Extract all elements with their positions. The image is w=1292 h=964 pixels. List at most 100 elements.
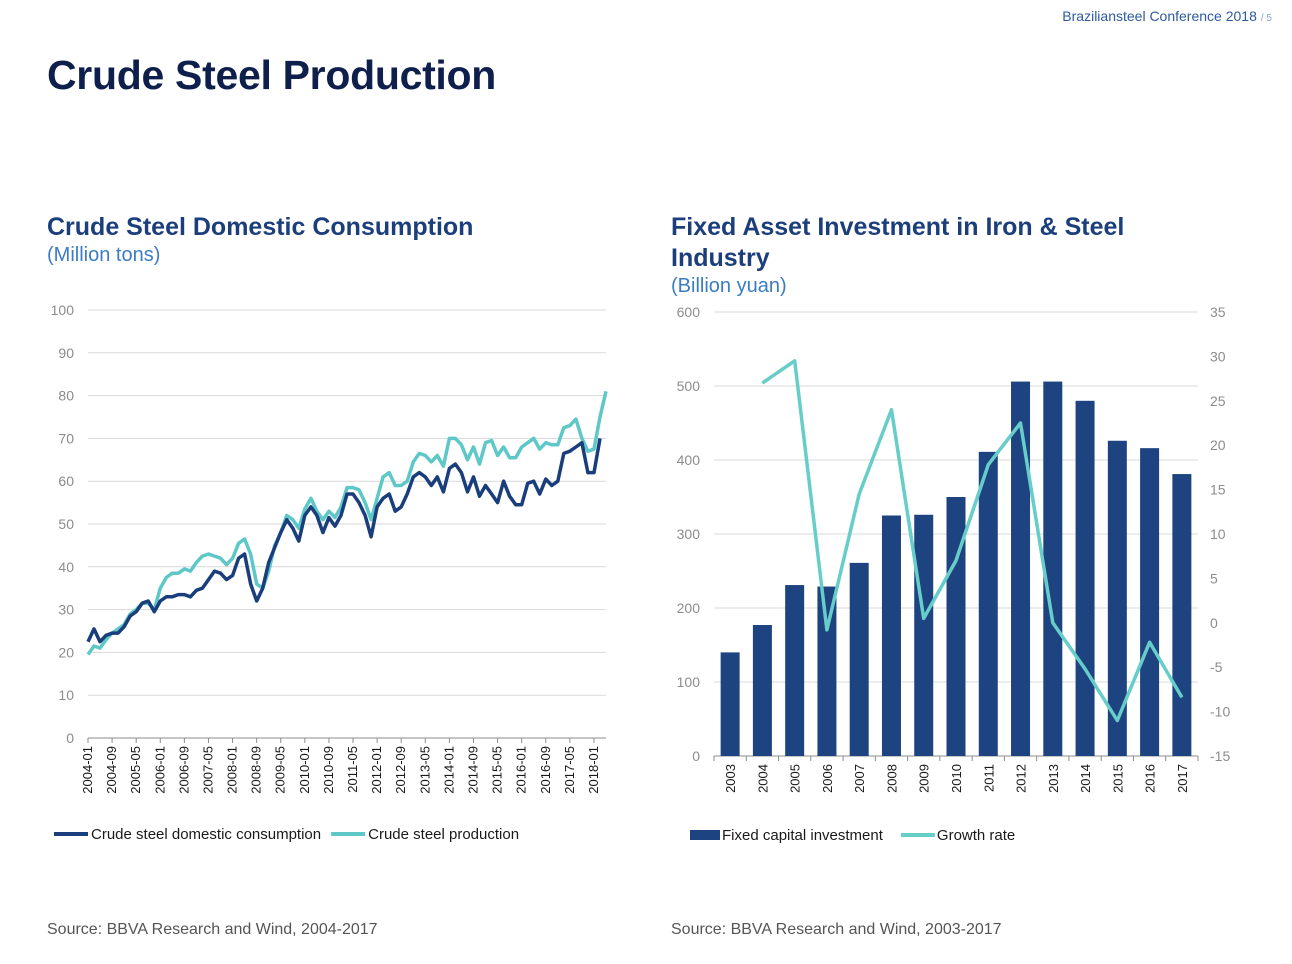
x-tick-label: 2012 [1014,764,1029,793]
x-tick-label: 2009 [917,764,932,793]
y-tick-label: 0 [692,748,700,764]
y-tick-label: 200 [677,600,701,616]
x-tick-label: 2006-09 [176,746,191,794]
investment-bar [914,514,934,756]
legend-swatch [690,830,720,840]
x-tick-label: 2007-05 [200,746,215,794]
x-tick-label: 2017 [1175,764,1190,793]
x-tick-label: 2016 [1143,764,1158,793]
x-tick-label: 2004 [755,764,770,793]
right-chart-subtitle: (Billion yuan) [671,275,787,297]
right-chart-source: Source: BBVA Research and Wind, 2003-201… [671,921,1002,938]
investment-bar [978,451,998,756]
y2-tick-label: 15 [1210,482,1226,498]
x-tick-label: 2018-01 [586,746,601,794]
x-tick-label: 2010-09 [321,746,336,794]
y2-tick-label: 5 [1210,570,1218,586]
x-tick-label: 2016-09 [538,746,553,794]
investment-bar [849,562,869,756]
investment-bar [1140,448,1160,756]
y-tick-label: 30 [58,602,74,618]
investment-bar [1011,381,1031,756]
y-tick-label: 400 [677,452,701,468]
y-tick-label: 500 [677,378,701,394]
x-tick-label: 2003 [723,764,738,793]
investment-bar [1043,381,1063,756]
x-tick-label: 2014-09 [465,746,480,794]
crude-steel-domestic-consumption-line [86,438,602,644]
y2-tick-label: 20 [1210,437,1226,453]
y-tick-label: 80 [58,388,74,404]
investment-bar [720,652,740,756]
investment-bar [1172,474,1192,756]
page-title: Crude Steel Production [47,52,497,98]
x-tick-label: 2004-01 [80,746,95,794]
y-tick-label: 70 [58,430,74,446]
x-tick-label: 2014 [1078,764,1093,793]
y2-tick-label: -5 [1210,659,1223,675]
left-chart-subtitle: (Million tons) [47,244,161,266]
x-tick-label: 2009-05 [273,746,288,794]
x-tick-label: 2015 [1110,764,1125,793]
y2-tick-label: 30 [1210,348,1226,364]
investment-bar [946,497,966,756]
y-tick-label: 600 [677,304,701,320]
y-tick-label: 20 [58,644,74,660]
investment-bar [752,625,772,756]
y2-tick-label: 35 [1210,304,1226,320]
x-tick-label: 2006-01 [152,746,167,794]
investment-bar [817,586,837,756]
x-tick-label: 2016-01 [514,746,529,794]
investment-bar [1107,440,1127,756]
x-tick-label: 2008-09 [249,746,264,794]
y2-tick-label: 25 [1210,393,1226,409]
y2-tick-label: -15 [1210,748,1230,764]
legend-label: Growth rate [937,827,1015,844]
investment-bar [881,515,901,756]
x-tick-label: 2010 [949,764,964,793]
legend-label: Fixed capital investment [722,827,884,844]
right-chart-title: Fixed Asset Investment in Iron & Steel I… [671,213,1125,272]
x-tick-label: 2010-01 [297,746,312,794]
x-tick-label: 2012-01 [369,746,384,794]
y-tick-label: 10 [58,687,74,703]
y2-tick-label: -10 [1210,704,1230,720]
page-number: / 5 [1260,13,1272,24]
investment-bar [1075,400,1095,756]
x-tick-label: 2011 [981,764,996,792]
y2-tick-label: 0 [1210,615,1218,631]
y2-tick-label: 10 [1210,526,1226,542]
crude-steel-production-line [86,390,608,656]
y-tick-label: 0 [66,730,74,746]
x-tick-label: 2008 [884,764,899,793]
conference-label: Braziliansteel Conference 2018/ 5 [1062,8,1272,24]
x-tick-label: 2015-05 [490,746,505,794]
x-tick-label: 2013 [1046,764,1061,793]
x-tick-label: 2017-05 [562,746,577,794]
x-tick-label: 2005 [788,764,803,793]
legend-label: Crude steel production [368,826,519,843]
growth-rate-line [761,359,1184,723]
x-tick-label: 2004-09 [104,746,119,794]
x-tick-label: 2008-01 [225,746,240,794]
y-tick-label: 90 [58,345,74,361]
x-tick-label: 2012-09 [393,746,408,794]
left-chart-source: Source: BBVA Research and Wind, 2004-201… [47,921,378,938]
x-tick-label: 2007 [852,764,867,793]
x-tick-label: 2013-05 [417,746,432,794]
y-tick-label: 100 [51,302,75,318]
y-tick-label: 300 [677,526,701,542]
x-tick-label: 2005-05 [128,746,143,794]
y-tick-label: 40 [58,559,74,575]
y-tick-label: 100 [677,674,701,690]
y-tick-label: 60 [58,473,74,489]
x-tick-label: 2011-05 [345,746,360,793]
y-tick-label: 50 [58,516,74,532]
x-tick-label: 2014-01 [441,746,456,794]
investment-bar [785,585,805,756]
left-chart-title: Crude Steel Domestic Consumption [47,213,474,241]
x-tick-label: 2006 [820,764,835,793]
legend-label: Crude steel domestic consumption [91,826,321,843]
